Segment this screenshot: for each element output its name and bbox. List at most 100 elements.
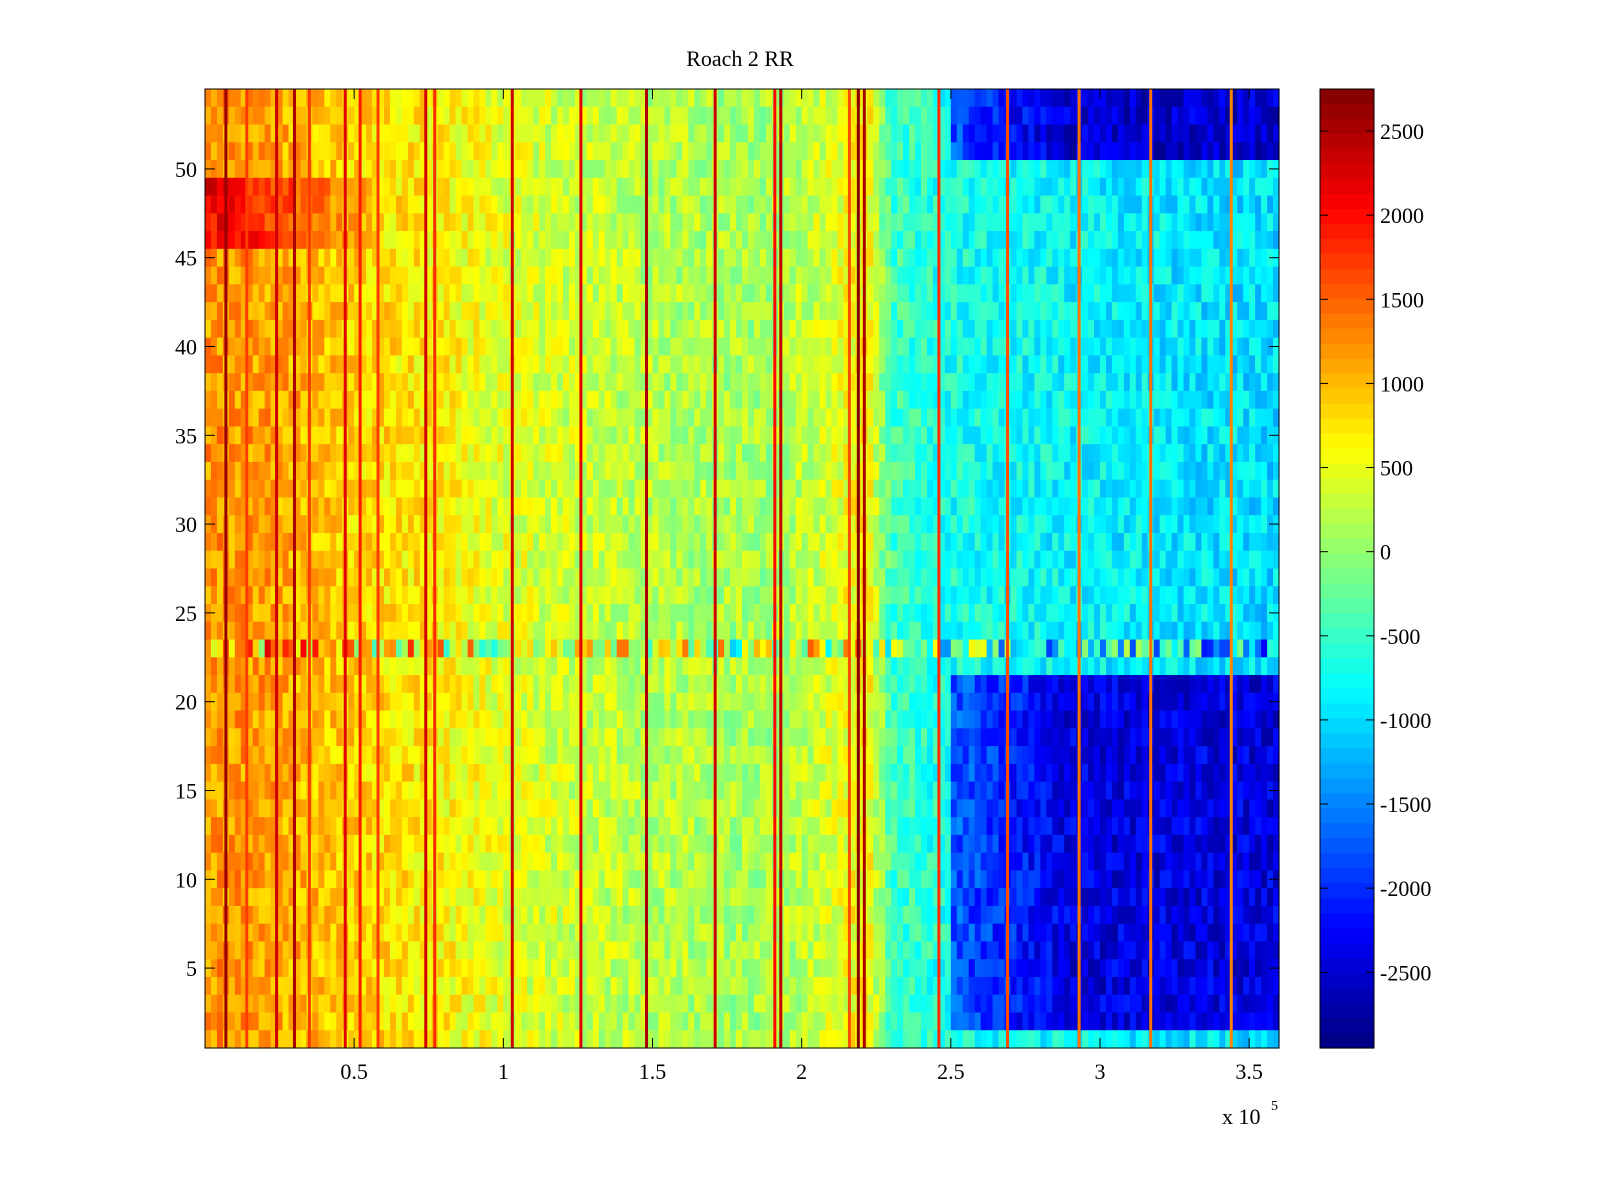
heatmap-cell — [700, 479, 707, 499]
heatmap-cell — [372, 106, 379, 126]
heatmap-cell — [324, 284, 331, 303]
heatmap-cell — [688, 373, 695, 392]
heatmap-cell — [867, 497, 874, 516]
heatmap-cell — [1028, 479, 1035, 499]
heatmap-cell — [1201, 284, 1208, 303]
heatmap-cell — [318, 266, 325, 285]
heatmap-cell — [557, 355, 564, 374]
heatmap-cell — [336, 213, 343, 232]
heatmap-cell — [1034, 355, 1041, 374]
heatmap-cell — [915, 497, 922, 516]
heatmap-cell — [354, 515, 361, 534]
heatmap-cell — [867, 248, 874, 268]
heatmap-cell — [324, 106, 331, 126]
heatmap-cell — [1040, 106, 1047, 126]
heatmap-cell — [246, 142, 254, 161]
heatmap-cell — [1100, 195, 1107, 214]
heatmap-cell — [372, 89, 379, 108]
heatmap-cell — [1237, 248, 1244, 268]
heatmap-cell — [843, 160, 850, 179]
heatmap-cell — [956, 515, 964, 534]
heatmap-cell — [694, 106, 701, 126]
heatmap-cell — [455, 319, 463, 339]
heatmap-cell — [1070, 142, 1077, 161]
heatmap-cell — [378, 160, 385, 179]
heatmap-cell — [545, 426, 552, 445]
heatmap-cell — [962, 89, 970, 108]
heatmap-cell — [795, 302, 803, 321]
heatmap-cell — [706, 213, 713, 232]
heatmap-cell — [497, 248, 504, 268]
heatmap-cell — [372, 479, 379, 499]
heatmap-cell — [956, 177, 964, 197]
heatmap-cell — [1195, 355, 1203, 374]
heatmap-cell — [485, 337, 492, 356]
heatmap-cell — [903, 355, 910, 374]
heatmap-cell — [461, 550, 469, 570]
heatmap-cell — [724, 550, 731, 570]
heatmap-cell — [288, 195, 296, 214]
heatmap-cell — [264, 142, 272, 161]
heatmap-cell — [1267, 231, 1274, 250]
heatmap-cell — [724, 177, 731, 197]
heatmap-cell — [288, 89, 296, 108]
heatmap-cell — [694, 461, 701, 481]
heatmap-cell — [849, 390, 856, 410]
heatmap-cell — [252, 302, 260, 321]
heatmap-cell — [1177, 177, 1185, 197]
heatmap-cell — [1034, 266, 1041, 285]
heatmap-cell — [1183, 177, 1191, 197]
heatmap-cell — [485, 479, 492, 499]
heatmap-cell — [1058, 444, 1065, 463]
heatmap-cell — [1267, 461, 1274, 481]
heatmap-cell — [867, 177, 874, 197]
heatmap-cell — [819, 231, 827, 250]
heatmap-cell — [1195, 195, 1203, 214]
heatmap-cell — [503, 461, 510, 481]
heatmap-cell — [1111, 302, 1119, 321]
heatmap-cell — [539, 497, 546, 516]
heatmap-cell — [789, 89, 797, 108]
heatmap-cell — [210, 461, 218, 481]
heatmap-cell — [1183, 195, 1191, 214]
heatmap-cell — [1237, 89, 1244, 108]
heatmap-cell — [497, 444, 504, 463]
heatmap-cell — [300, 248, 308, 268]
heatmap-cell — [903, 89, 910, 108]
heatmap-cell — [676, 390, 683, 410]
heatmap-cell — [885, 373, 892, 392]
heatmap-cell — [598, 444, 606, 463]
heatmap-cell — [437, 355, 445, 374]
heatmap-cell — [825, 195, 833, 214]
heatmap-cell — [1046, 231, 1053, 250]
heatmap-cell — [407, 461, 415, 481]
heatmap-cell — [915, 568, 922, 587]
heatmap-cell — [885, 319, 892, 339]
heatmap-cell — [1207, 461, 1214, 481]
heatmap-cell — [574, 248, 582, 268]
heatmap-cell — [551, 373, 558, 392]
heatmap-cell — [533, 373, 540, 392]
heatmap-cell — [610, 160, 618, 179]
heatmap-cell — [980, 408, 988, 428]
heatmap-cell — [879, 231, 886, 250]
heatmap-cell — [252, 532, 260, 552]
heatmap-cell — [503, 213, 510, 232]
heatmap-cell — [813, 284, 821, 303]
heatmap-cell — [831, 373, 839, 392]
heatmap-cell — [1034, 213, 1041, 232]
heatmap-cell — [909, 284, 916, 303]
heatmap-cell — [598, 550, 606, 570]
heatmap-cell — [742, 532, 749, 552]
heatmap-cell — [545, 213, 552, 232]
heatmap-cell — [1028, 497, 1035, 516]
heatmap-cell — [574, 426, 582, 445]
heatmap-cell — [921, 532, 928, 552]
heatmap-cell — [1153, 515, 1161, 534]
heatmap-cell — [294, 177, 302, 197]
heatmap-cell — [622, 373, 630, 392]
heatmap-cell — [384, 390, 391, 410]
heatmap-cell — [533, 195, 540, 214]
heatmap-cell — [503, 231, 510, 250]
heatmap-cell — [801, 550, 809, 570]
